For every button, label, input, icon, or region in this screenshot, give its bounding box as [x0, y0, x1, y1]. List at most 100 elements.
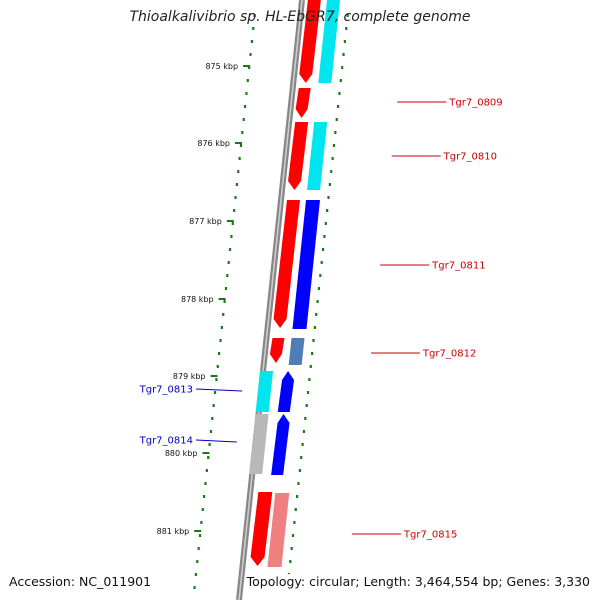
left-tick-rail-dot [209, 430, 213, 433]
right-tick-rail-dot [290, 547, 293, 550]
right-tick-rail-dot [294, 508, 297, 511]
left-tick-rail-dot [233, 209, 236, 212]
left-tick-rail-dot [253, 14, 256, 17]
right-tick-rail-dot [312, 339, 315, 342]
right-tick-rail-dot [320, 261, 323, 264]
right-tick-rail-dot [342, 53, 345, 56]
right-tick-rail-dot [323, 235, 326, 238]
scale-label: 880 kbp [165, 449, 198, 458]
gene-label-tgr7_0810: Tgr7_0810 [443, 152, 497, 163]
genome-backbone-highlight [238, 0, 303, 600]
left-tick-rail-dot [235, 183, 238, 186]
right-tick-rail-dot [289, 560, 292, 563]
left-tick-rail-dot [237, 170, 240, 173]
left-tick-rail-dot [198, 534, 202, 537]
left-tick-rail-dot [213, 391, 217, 394]
right-tick-rail-dot [341, 66, 344, 69]
scale-label: 881 kbp [157, 527, 190, 536]
scale-label: 877 kbp [189, 217, 222, 226]
right-tick-rail-dot [306, 391, 310, 394]
left-tick-rail-dot [200, 521, 203, 524]
left-tick-rail-dot [204, 482, 207, 485]
cds-forward-arrow [288, 122, 309, 190]
feature-blue-arrow [271, 414, 290, 475]
left-tick-rail-dot [246, 79, 249, 82]
left-tick-rail-dot [250, 40, 253, 43]
gene-label-tgr7_0813: Tgr7_0813 [139, 385, 193, 396]
left-tick-rail-dot [248, 66, 251, 69]
right-tick-rail-dot [291, 534, 295, 537]
gene-label-tgr7_0809: Tgr7_0809 [448, 98, 502, 109]
left-tick-rail-dot [216, 365, 219, 368]
right-tick-rail-dot [319, 274, 322, 277]
right-tick-rail-dot [311, 352, 314, 355]
right-tick-rail-dot [332, 144, 336, 147]
gene-label-tgr7_0814: Tgr7_0814 [139, 436, 193, 447]
right-tick-rail-dot [313, 326, 316, 329]
right-tick-rail-dot [304, 417, 307, 420]
left-tick-rail-dot [220, 326, 223, 329]
left-tick-rail-dot [215, 378, 218, 381]
left-tick-rail-dot [227, 261, 230, 264]
right-tick-rail-dot [301, 443, 304, 446]
left-tick-rail-dot [242, 118, 245, 121]
left-tick-rail-dot [223, 300, 226, 303]
right-tick-rail-dot [317, 287, 321, 290]
gene-callout-line [195, 439, 237, 443]
left-tick-rail-dot [226, 274, 229, 277]
right-tick-rail-dot [334, 131, 337, 134]
gene-callout-line [195, 388, 243, 392]
right-tick-rail-dot [339, 79, 342, 82]
left-tick-rail-dot [230, 235, 233, 238]
right-tick-rail-dot [308, 378, 311, 381]
left-tick-rail-dot [252, 27, 255, 30]
left-tick-rail-dot [207, 456, 210, 459]
left-tick-rail-dot [201, 508, 204, 511]
left-tick-rail-dot [196, 560, 199, 563]
right-tick-rail-dot [316, 300, 319, 303]
right-tick-rail-dot [338, 92, 341, 95]
right-tick-rail-dot [315, 313, 318, 316]
cds-forward-arrow [273, 200, 300, 328]
right-tick-rail-dot [296, 495, 299, 498]
scale-label: 878 kbp [181, 295, 214, 304]
feature-lightred-bar [267, 493, 290, 567]
left-tick-rail-dot [211, 417, 214, 420]
cds-forward-arrow [269, 338, 285, 363]
cds-forward-arrow [299, 0, 321, 83]
left-tick-rail-dot [234, 196, 237, 199]
right-tick-rail-dot [298, 469, 301, 472]
scale-label: 879 kbp [173, 372, 206, 381]
feature-steelblue-bar [288, 338, 305, 365]
right-tick-rail-dot [345, 27, 348, 30]
left-tick-rail-dot [212, 404, 215, 407]
right-tick-rail-dot [309, 365, 312, 368]
left-tick-rail-dot [205, 469, 208, 472]
gene-label-tgr7_0812: Tgr7_0812 [422, 349, 476, 360]
feature-grey-bar [249, 414, 269, 474]
right-tick-rail-dot [331, 157, 334, 160]
left-tick-rail-dot [228, 248, 232, 251]
right-tick-rail-dot [300, 456, 303, 459]
right-tick-rail-dot [343, 40, 346, 43]
cds-forward-arrow [295, 88, 311, 118]
feature-cyan-bar [255, 371, 274, 412]
right-tick-rail-dot [326, 209, 329, 212]
right-tick-rail-dot [327, 196, 330, 199]
left-tick-rail-dot [241, 131, 244, 134]
right-tick-rail-dot [330, 170, 333, 173]
left-tick-rail-dot [239, 144, 243, 147]
right-tick-rail-dot [297, 482, 300, 485]
left-tick-rail-dot [224, 287, 228, 290]
feature-blue-arrow [277, 371, 295, 412]
right-tick-rail-dot [346, 14, 349, 17]
right-tick-rail-dot [324, 222, 327, 225]
cds-forward-arrow [250, 492, 273, 566]
feature-blue-bar [292, 200, 320, 329]
feature-cyan-bar [318, 0, 340, 83]
left-tick-rail-dot [193, 586, 196, 589]
topology-text: Topology: circular; Length: 3,464,554 bp… [245, 574, 591, 589]
left-tick-rail-dot [218, 352, 221, 355]
scale-label: 876 kbp [197, 139, 230, 148]
